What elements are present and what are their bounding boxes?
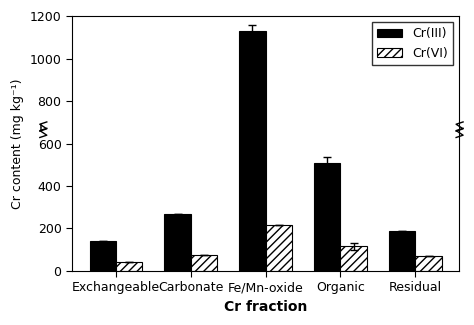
Bar bbox=[265, 225, 292, 271]
X-axis label: Cr fraction: Cr fraction bbox=[224, 300, 307, 314]
Bar bbox=[415, 256, 442, 271]
Y-axis label: Cr content (mg kg⁻¹): Cr content (mg kg⁻¹) bbox=[11, 78, 24, 209]
Legend: Cr(III), Cr(VI): Cr(III), Cr(VI) bbox=[372, 22, 453, 65]
Bar bbox=[90, 241, 116, 271]
Bar bbox=[389, 230, 415, 271]
Bar bbox=[164, 214, 191, 271]
Bar bbox=[191, 255, 217, 271]
Bar bbox=[116, 262, 142, 271]
Bar bbox=[314, 162, 340, 271]
Bar bbox=[239, 31, 265, 271]
Bar bbox=[340, 246, 367, 271]
